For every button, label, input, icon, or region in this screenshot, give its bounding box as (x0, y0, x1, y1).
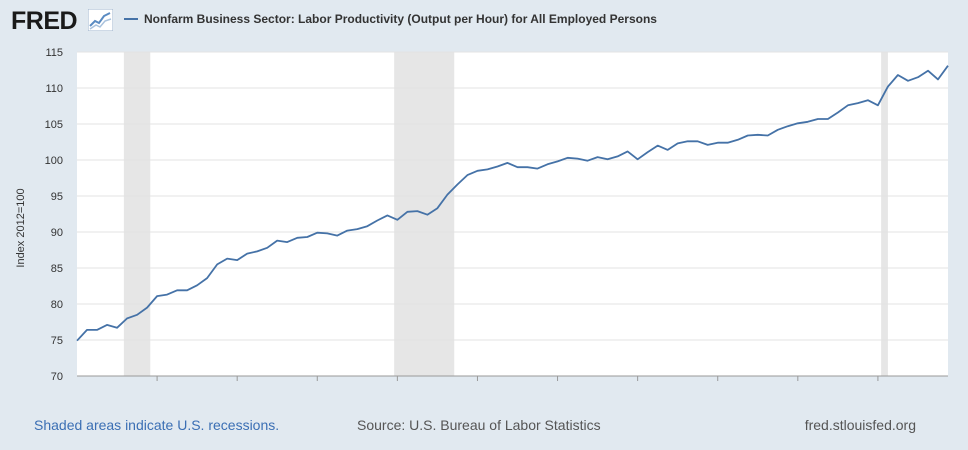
line-chart-icon (88, 9, 113, 31)
fred-logo[interactable]: FRED (11, 7, 78, 35)
y-tick-label: 90 (51, 227, 63, 239)
legend-series-label: Nonfarm Business Sector: Labor Productiv… (144, 12, 657, 26)
recession-band (881, 52, 888, 376)
y-axis-ticks: 70 75 80 85 90 95 100 105 110 115 (45, 47, 63, 383)
y-tick-label: 85 (51, 263, 63, 275)
series-line[interactable] (76, 65, 949, 342)
y-tick-label: 95 (51, 191, 63, 203)
y-tick-label: 80 (51, 299, 63, 311)
y-tick-label: 75 (51, 335, 63, 347)
site-url[interactable]: fred.stlouisfed.org (804, 417, 916, 433)
chart-canvas[interactable]: 70 75 80 85 90 95 100 105 110 115 200220042006200… (0, 40, 968, 385)
chart-legend[interactable]: Nonfarm Business Sector: Labor Productiv… (124, 12, 657, 26)
legend-swatch (124, 17, 138, 20)
graph-header: FRED Nonfarm Business Sector: Labor Prod… (0, 0, 968, 40)
plot-area (77, 52, 948, 376)
y-tick-label: 100 (45, 155, 63, 167)
recession-band (123, 52, 151, 376)
y-tick-label: 105 (45, 119, 63, 131)
series-line-group (76, 65, 949, 342)
source-text: Source: U.S. Bureau of Labor Statistics (357, 417, 601, 433)
y-tick-label: 70 (51, 371, 63, 383)
gridlines (77, 51, 948, 377)
y-tick-label: 115 (45, 47, 63, 59)
y-axis-title: Index 2012=100 (15, 188, 27, 267)
y-tick-label: 110 (45, 83, 63, 95)
x-axis-ticks: 2002200420062008201020122014201620182020 (77, 375, 948, 381)
recession-note-link[interactable]: Shaded areas indicate U.S. recessions. (34, 417, 280, 433)
